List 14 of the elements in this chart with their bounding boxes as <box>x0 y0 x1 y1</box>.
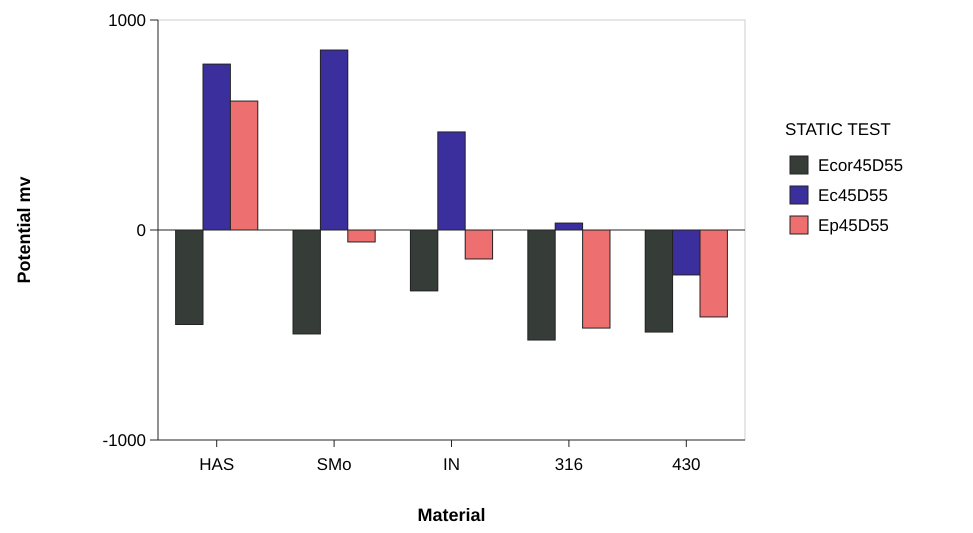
x-tick-label: IN <box>443 455 460 474</box>
y-axis-title: Potential mv <box>14 176 34 284</box>
x-tick-label: HAS <box>199 455 234 474</box>
y-tick-label: -1000 <box>102 430 146 450</box>
x-tick-label: SMo <box>316 455 352 474</box>
x-tick-label: 430 <box>672 455 700 474</box>
y-tick-label: 1000 <box>108 10 146 30</box>
y-tick-label: 0 <box>136 220 146 240</box>
legend-title: STATIC TEST <box>785 120 891 139</box>
legend-label: Ecor45D55 <box>818 156 904 175</box>
legend-label: Ep45D55 <box>818 216 889 235</box>
legend-label: Ec45D55 <box>818 186 888 205</box>
x-tick-label: 316 <box>554 455 584 474</box>
x-axis-title: Material <box>417 505 486 525</box>
